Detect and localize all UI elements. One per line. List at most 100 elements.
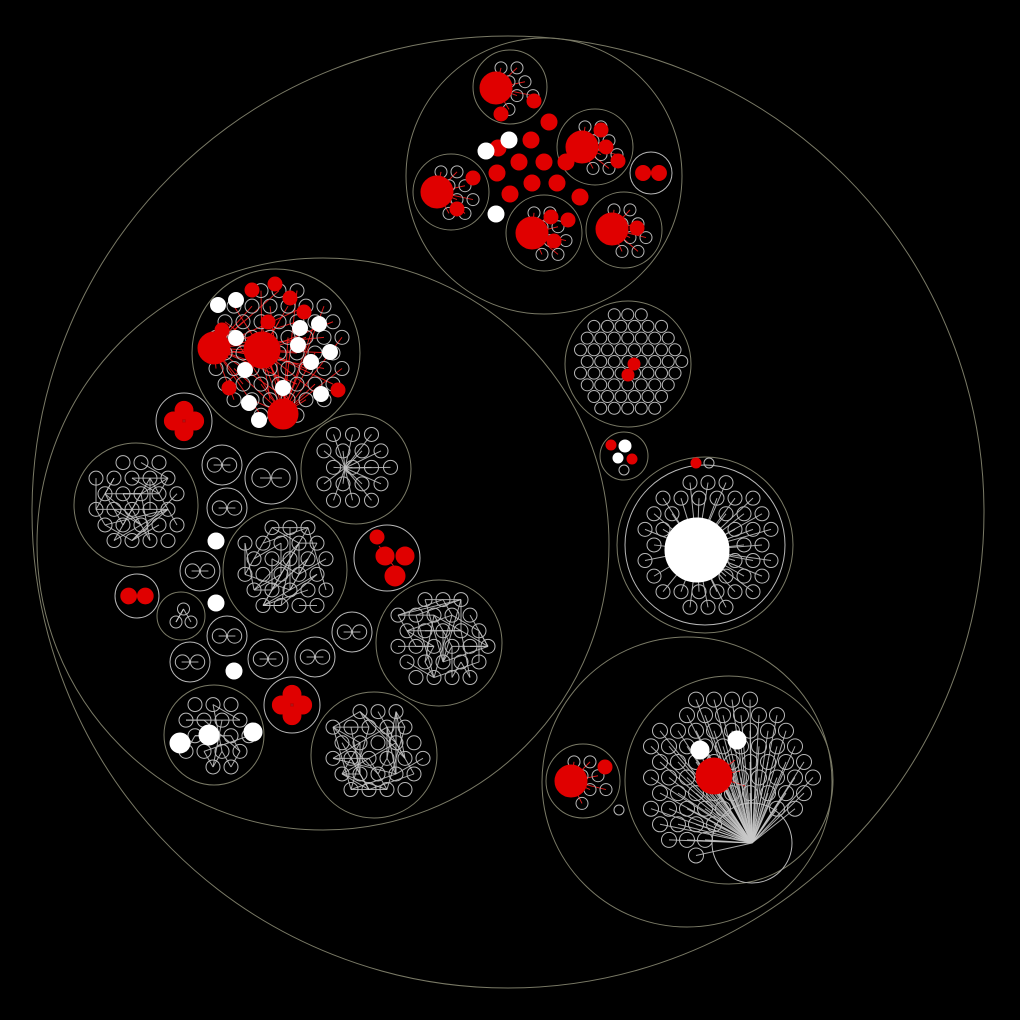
graph-edge: [451, 661, 462, 678]
graph-node: [742, 753, 758, 770]
graph-node: [151, 486, 167, 502]
graph-edge: [253, 542, 300, 591]
graph-node: [251, 468, 271, 488]
graph-node: [594, 331, 608, 345]
graph-edge: [415, 599, 462, 616]
graph-node: [718, 599, 734, 615]
graph-node: [643, 769, 659, 786]
graph-node: [415, 750, 431, 766]
graph-node: [641, 343, 655, 357]
graph-node: [243, 722, 263, 742]
graph-node: [697, 831, 713, 848]
graph-edge: [289, 542, 300, 560]
graph-node: [300, 551, 316, 567]
graph-node: [435, 623, 451, 639]
graph-node: [670, 785, 686, 802]
graph-node: [354, 476, 370, 492]
graph-node: [453, 654, 469, 670]
graph-edge: [424, 661, 435, 678]
graph-edge: [262, 573, 318, 606]
graph-node: [237, 362, 253, 378]
graph-edge: [221, 751, 232, 768]
graph-node: [621, 368, 635, 382]
graph-edge: [722, 746, 753, 844]
graph-node: [574, 343, 587, 357]
graph-node: [655, 390, 668, 404]
graph-node: [210, 297, 226, 313]
graph-edge: [397, 599, 444, 616]
graph-node: [426, 638, 442, 654]
graph-edge: [203, 735, 250, 752]
graph-edge: [344, 466, 391, 469]
graph-node: [282, 290, 298, 306]
graph-edge: [406, 630, 435, 647]
top-sub-a: [472, 49, 548, 125]
graph-edge: [695, 823, 753, 844]
graph-edge: [344, 450, 382, 469]
grid-cluster-container: [564, 300, 692, 428]
graph-node: [715, 707, 731, 724]
graph-node: [226, 500, 243, 516]
graph-edge: [397, 599, 462, 616]
graph-node: [226, 628, 243, 644]
graph-node: [580, 378, 594, 392]
graph-node: [733, 769, 749, 786]
graph-node: [652, 816, 668, 833]
graph-node: [745, 490, 761, 506]
graph-node: [641, 319, 655, 333]
graph-edge: [659, 823, 753, 844]
graph-node: [237, 535, 253, 551]
graph-nodes: [88, 61, 821, 864]
graph-node: [124, 533, 140, 549]
graph-node: [370, 766, 386, 782]
graph-node: [760, 753, 776, 770]
graph-node: [706, 816, 722, 833]
graph-node: [621, 331, 635, 345]
graph-node: [255, 566, 271, 582]
graph-node: [280, 361, 296, 377]
graph-node: [264, 520, 280, 536]
dense-cluster-d: [310, 691, 438, 819]
graph-node: [334, 329, 350, 345]
graph-node: [745, 521, 761, 537]
graph-node: [661, 800, 677, 817]
graph-node: [318, 582, 334, 598]
graph-node: [595, 212, 629, 246]
graph-node: [751, 738, 767, 755]
graph-node: [453, 592, 469, 608]
graph-node: [316, 443, 332, 459]
graph-node: [189, 654, 206, 670]
graph-node: [515, 216, 549, 250]
graph-node: [267, 398, 299, 430]
graph-node: [169, 615, 183, 629]
graph-node: [587, 390, 601, 404]
graph-edge: [686, 777, 753, 844]
graph-node: [661, 831, 677, 848]
graph-node: [487, 205, 505, 223]
graph-node: [232, 743, 248, 759]
graph-node: [618, 439, 632, 453]
graph-node: [614, 319, 628, 333]
graph-edge: [751, 808, 796, 844]
graph-edge: [332, 711, 361, 728]
graph-node: [214, 712, 230, 728]
graph-node: [290, 337, 306, 353]
graph-node: [715, 800, 731, 817]
mini-cluster-container: [599, 431, 649, 481]
pair-cluster: [179, 550, 221, 592]
graph-node: [523, 174, 541, 192]
graph-node: [787, 800, 803, 817]
graph-node: [309, 566, 325, 582]
graph-edge: [344, 450, 363, 469]
graph-edge: [350, 773, 397, 791]
graph-node: [787, 769, 803, 786]
graph-node: [551, 220, 565, 234]
graph-node: [688, 816, 704, 833]
pair-cluster: [206, 615, 248, 657]
graph-node: [255, 535, 271, 551]
white-edge-cluster: [163, 684, 265, 786]
graph-node: [255, 598, 271, 614]
fan-cluster-container: [624, 675, 834, 885]
graph-node: [106, 501, 122, 517]
graph-node: [373, 476, 389, 492]
